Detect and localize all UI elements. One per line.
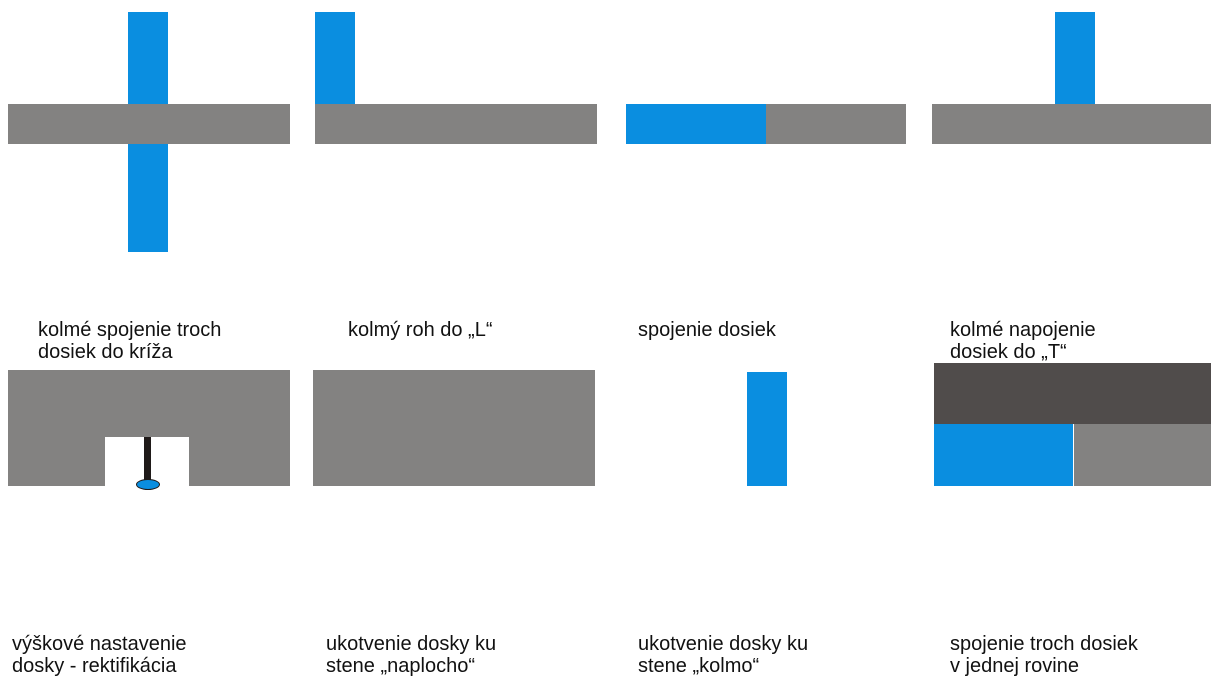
t-vertical-board: [1055, 12, 1095, 104]
three-plane-right-board: [1074, 424, 1211, 486]
caption-l-corner: kolmý roh do „L“: [348, 319, 493, 341]
l-vertical-board: [315, 12, 355, 104]
joint-right-board: [766, 104, 906, 144]
cross-horizontal-board: [8, 104, 290, 144]
caption-height-adjust: výškové nastavenie dosky - rektifikácia: [12, 633, 187, 677]
caption-anchor-perpendicular: ukotvenie dosky ku stene „kolmo“: [638, 633, 809, 677]
anchor-flat-board: [313, 370, 595, 486]
caption-cross: kolmé spojenie troch dosiek do kríža: [38, 319, 222, 363]
joint-left-board: [626, 104, 766, 144]
adjust-bolt: [144, 437, 151, 484]
caption-anchor-flat: ukotvenie dosky ku stene „naplocho“: [326, 633, 497, 677]
t-horizontal-board: [932, 104, 1211, 144]
adjust-washer: [136, 479, 160, 490]
caption-joint: spojenie dosiek: [638, 319, 776, 341]
anchor-perpendicular-board: [747, 372, 787, 486]
l-horizontal-board: [315, 104, 597, 144]
three-plane-left-board: [934, 424, 1073, 486]
caption-three-plane: spojenie troch dosiek v jednej rovine: [950, 633, 1138, 677]
caption-t-joint: kolmé napojenie dosiek do „T“: [950, 319, 1096, 363]
three-plane-top-board: [934, 363, 1211, 424]
